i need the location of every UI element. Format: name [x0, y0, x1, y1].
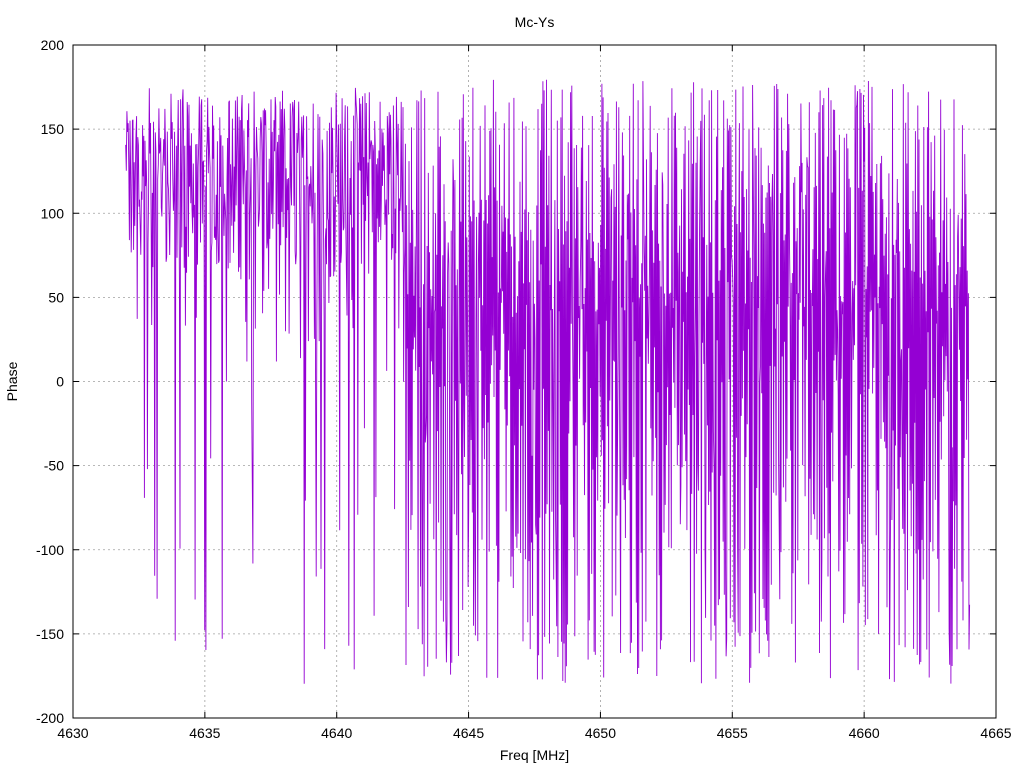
- x-tick-label: 4665: [980, 725, 1011, 741]
- y-axis-label: Phase: [4, 361, 20, 401]
- chart-title: Mc-Ys: [515, 14, 555, 30]
- y-tick-labels: -200 -150 -100 -50 0 50 100 150 200: [36, 37, 64, 726]
- y-tick-label: 0: [56, 374, 64, 390]
- y-tick-label: -150: [36, 626, 64, 642]
- axis-ticks: [72, 44, 997, 719]
- x-tick-label: 4660: [849, 725, 880, 741]
- series-trace: [125, 79, 971, 684]
- x-axis-label: Freq [MHz]: [500, 747, 569, 763]
- y-tick-label: 100: [41, 205, 65, 221]
- y-tick-label: -100: [36, 542, 64, 558]
- x-tick-label: 4645: [453, 725, 484, 741]
- x-tick-labels: 4630 4635 4640 4645 4650 4655 4660 4665: [57, 725, 1011, 741]
- x-tick-label: 4640: [321, 725, 352, 741]
- y-tick-label: -200: [36, 710, 64, 726]
- series-line: [125, 79, 971, 684]
- x-tick-label: 4635: [189, 725, 220, 741]
- y-tick-label: 150: [41, 121, 65, 137]
- x-tick-label: 4630: [57, 725, 88, 741]
- y-tick-label: 50: [48, 289, 64, 305]
- x-tick-label: 4655: [717, 725, 748, 741]
- y-tick-label: 200: [41, 37, 65, 53]
- x-tick-label: 4650: [585, 725, 616, 741]
- y-tick-label: -50: [44, 458, 64, 474]
